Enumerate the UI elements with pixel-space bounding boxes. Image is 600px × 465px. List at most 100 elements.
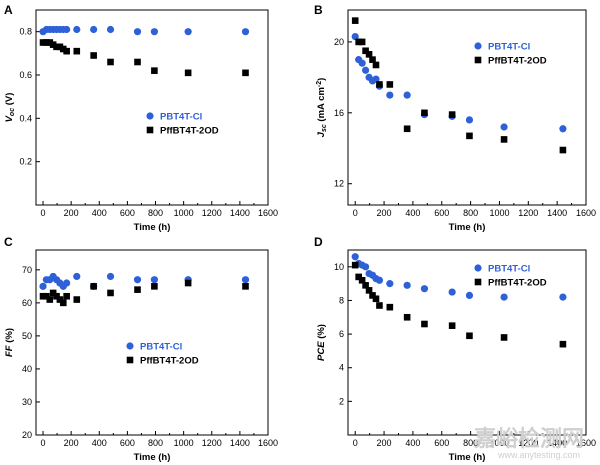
- panel-letter: C: [4, 235, 13, 249]
- data-point: [386, 81, 394, 88]
- data-point: [151, 283, 158, 290]
- data-point: [184, 28, 192, 36]
- legend-marker: [474, 264, 482, 272]
- data-point: [63, 47, 70, 55]
- data-point: [351, 32, 359, 41]
- data-point: [39, 292, 47, 300]
- watermark: 嘉峪检测网 www.anytesting.com: [474, 426, 584, 460]
- data-point: [421, 320, 428, 328]
- x-tick-label: 600: [434, 208, 449, 218]
- series-pffbt4t-2od: [39, 39, 249, 77]
- data-point: [403, 281, 411, 289]
- x-tick-label: 800: [148, 208, 163, 218]
- x-tick-label: 1400: [230, 438, 250, 448]
- y-axis-title: Voc (V): [4, 93, 16, 123]
- data-point: [49, 289, 57, 297]
- x-tick-label: 600: [120, 438, 135, 448]
- legend: PBT4T-Cl PffBT4T-2OD: [126, 342, 199, 367]
- plot-frame: [347, 249, 587, 436]
- data-point: [184, 279, 192, 287]
- data-point: [420, 285, 429, 293]
- x-tick-label: 400: [92, 208, 107, 218]
- data-point: [242, 69, 249, 77]
- x-tick-label: 800: [463, 438, 478, 448]
- y-tick-label: 12: [334, 179, 344, 189]
- x-tick-label: 1000: [489, 438, 509, 448]
- x-tick-label: 200: [64, 438, 79, 448]
- data-point: [184, 69, 192, 77]
- series-pbt4t-cl: [39, 272, 250, 290]
- y-tick-label: 8: [339, 295, 344, 305]
- legend-label: PffBT4T-2OD: [160, 126, 219, 137]
- data-point: [46, 296, 54, 303]
- data-point: [358, 276, 366, 284]
- y-tick-label: 16: [334, 108, 344, 118]
- data-point: [106, 25, 115, 34]
- data-point: [134, 286, 141, 293]
- data-point: [355, 38, 362, 46]
- y-tick-label: 30: [22, 397, 32, 407]
- data-point: [73, 47, 81, 55]
- data-point: [63, 25, 71, 34]
- data-point: [151, 67, 158, 74]
- x-tick-label: 200: [64, 208, 79, 218]
- legend-label: PffBT4T-2OD: [488, 56, 547, 67]
- data-point: [448, 288, 456, 296]
- data-point: [372, 295, 380, 303]
- legend: PBT4T-Cl PffBT4T-2OD: [474, 42, 547, 67]
- y-axis-title: Jsc (mA cm-2): [316, 78, 328, 138]
- x-tick-label: 400: [405, 208, 420, 218]
- data-point: [448, 322, 456, 329]
- x-tick-label: 800: [148, 438, 163, 448]
- data-point: [559, 340, 567, 348]
- legend-marker: [126, 342, 134, 350]
- data-point: [500, 293, 508, 301]
- data-point: [241, 28, 250, 36]
- data-point: [500, 334, 508, 341]
- data-point: [500, 136, 508, 143]
- data-point: [369, 56, 376, 63]
- data-point: [241, 276, 250, 284]
- panel-d: D 0 200 400 600 800 1000 1200 1400 1600 2 4 6 8 10 Time…: [314, 235, 596, 463]
- y-tick-label: 0.6: [19, 70, 32, 80]
- x-tick-label: 1200: [202, 208, 222, 218]
- data-point: [365, 287, 373, 294]
- data-point: [150, 276, 158, 284]
- panel-a: A 0 200 400 600 800 1000 1200 1400 1600 0.2 0.4 0.6 0…: [4, 3, 278, 233]
- data-point: [369, 292, 376, 299]
- x-tick-label: 1000: [174, 438, 194, 448]
- data-point: [133, 28, 142, 36]
- y-axis-title: PCE (%): [316, 324, 327, 361]
- plot-frame: [35, 9, 269, 206]
- x-tick-label: 200: [377, 208, 392, 218]
- data-point: [150, 28, 158, 36]
- data-point: [73, 272, 81, 281]
- data-point: [559, 125, 567, 133]
- data-point: [63, 279, 71, 287]
- data-point: [59, 45, 67, 53]
- data-point: [361, 263, 370, 271]
- data-point: [466, 132, 473, 140]
- x-tick-label: 1600: [576, 438, 596, 448]
- legend-marker: [474, 42, 482, 50]
- legend-marker: [146, 112, 154, 120]
- data-point: [372, 75, 380, 83]
- data-point: [365, 51, 373, 58]
- data-point: [403, 125, 411, 133]
- data-point: [133, 276, 142, 284]
- y-tick-label: 6: [339, 329, 344, 339]
- y-tick-label: 40: [22, 364, 32, 374]
- x-axis-title: Time (h): [449, 222, 486, 233]
- x-axis-title: Time (h): [134, 222, 171, 233]
- data-point: [372, 61, 380, 69]
- data-point: [39, 39, 47, 46]
- data-point: [351, 261, 359, 269]
- series-pbt4t-cl: [351, 253, 567, 301]
- data-point: [403, 313, 411, 321]
- x-tick-label: 600: [120, 208, 135, 218]
- x-tick-label: 0: [41, 438, 46, 448]
- data-point: [358, 38, 366, 46]
- x-tick-label: 0: [41, 208, 46, 218]
- x-axis-title: Time (h): [134, 452, 171, 463]
- data-point: [386, 91, 394, 99]
